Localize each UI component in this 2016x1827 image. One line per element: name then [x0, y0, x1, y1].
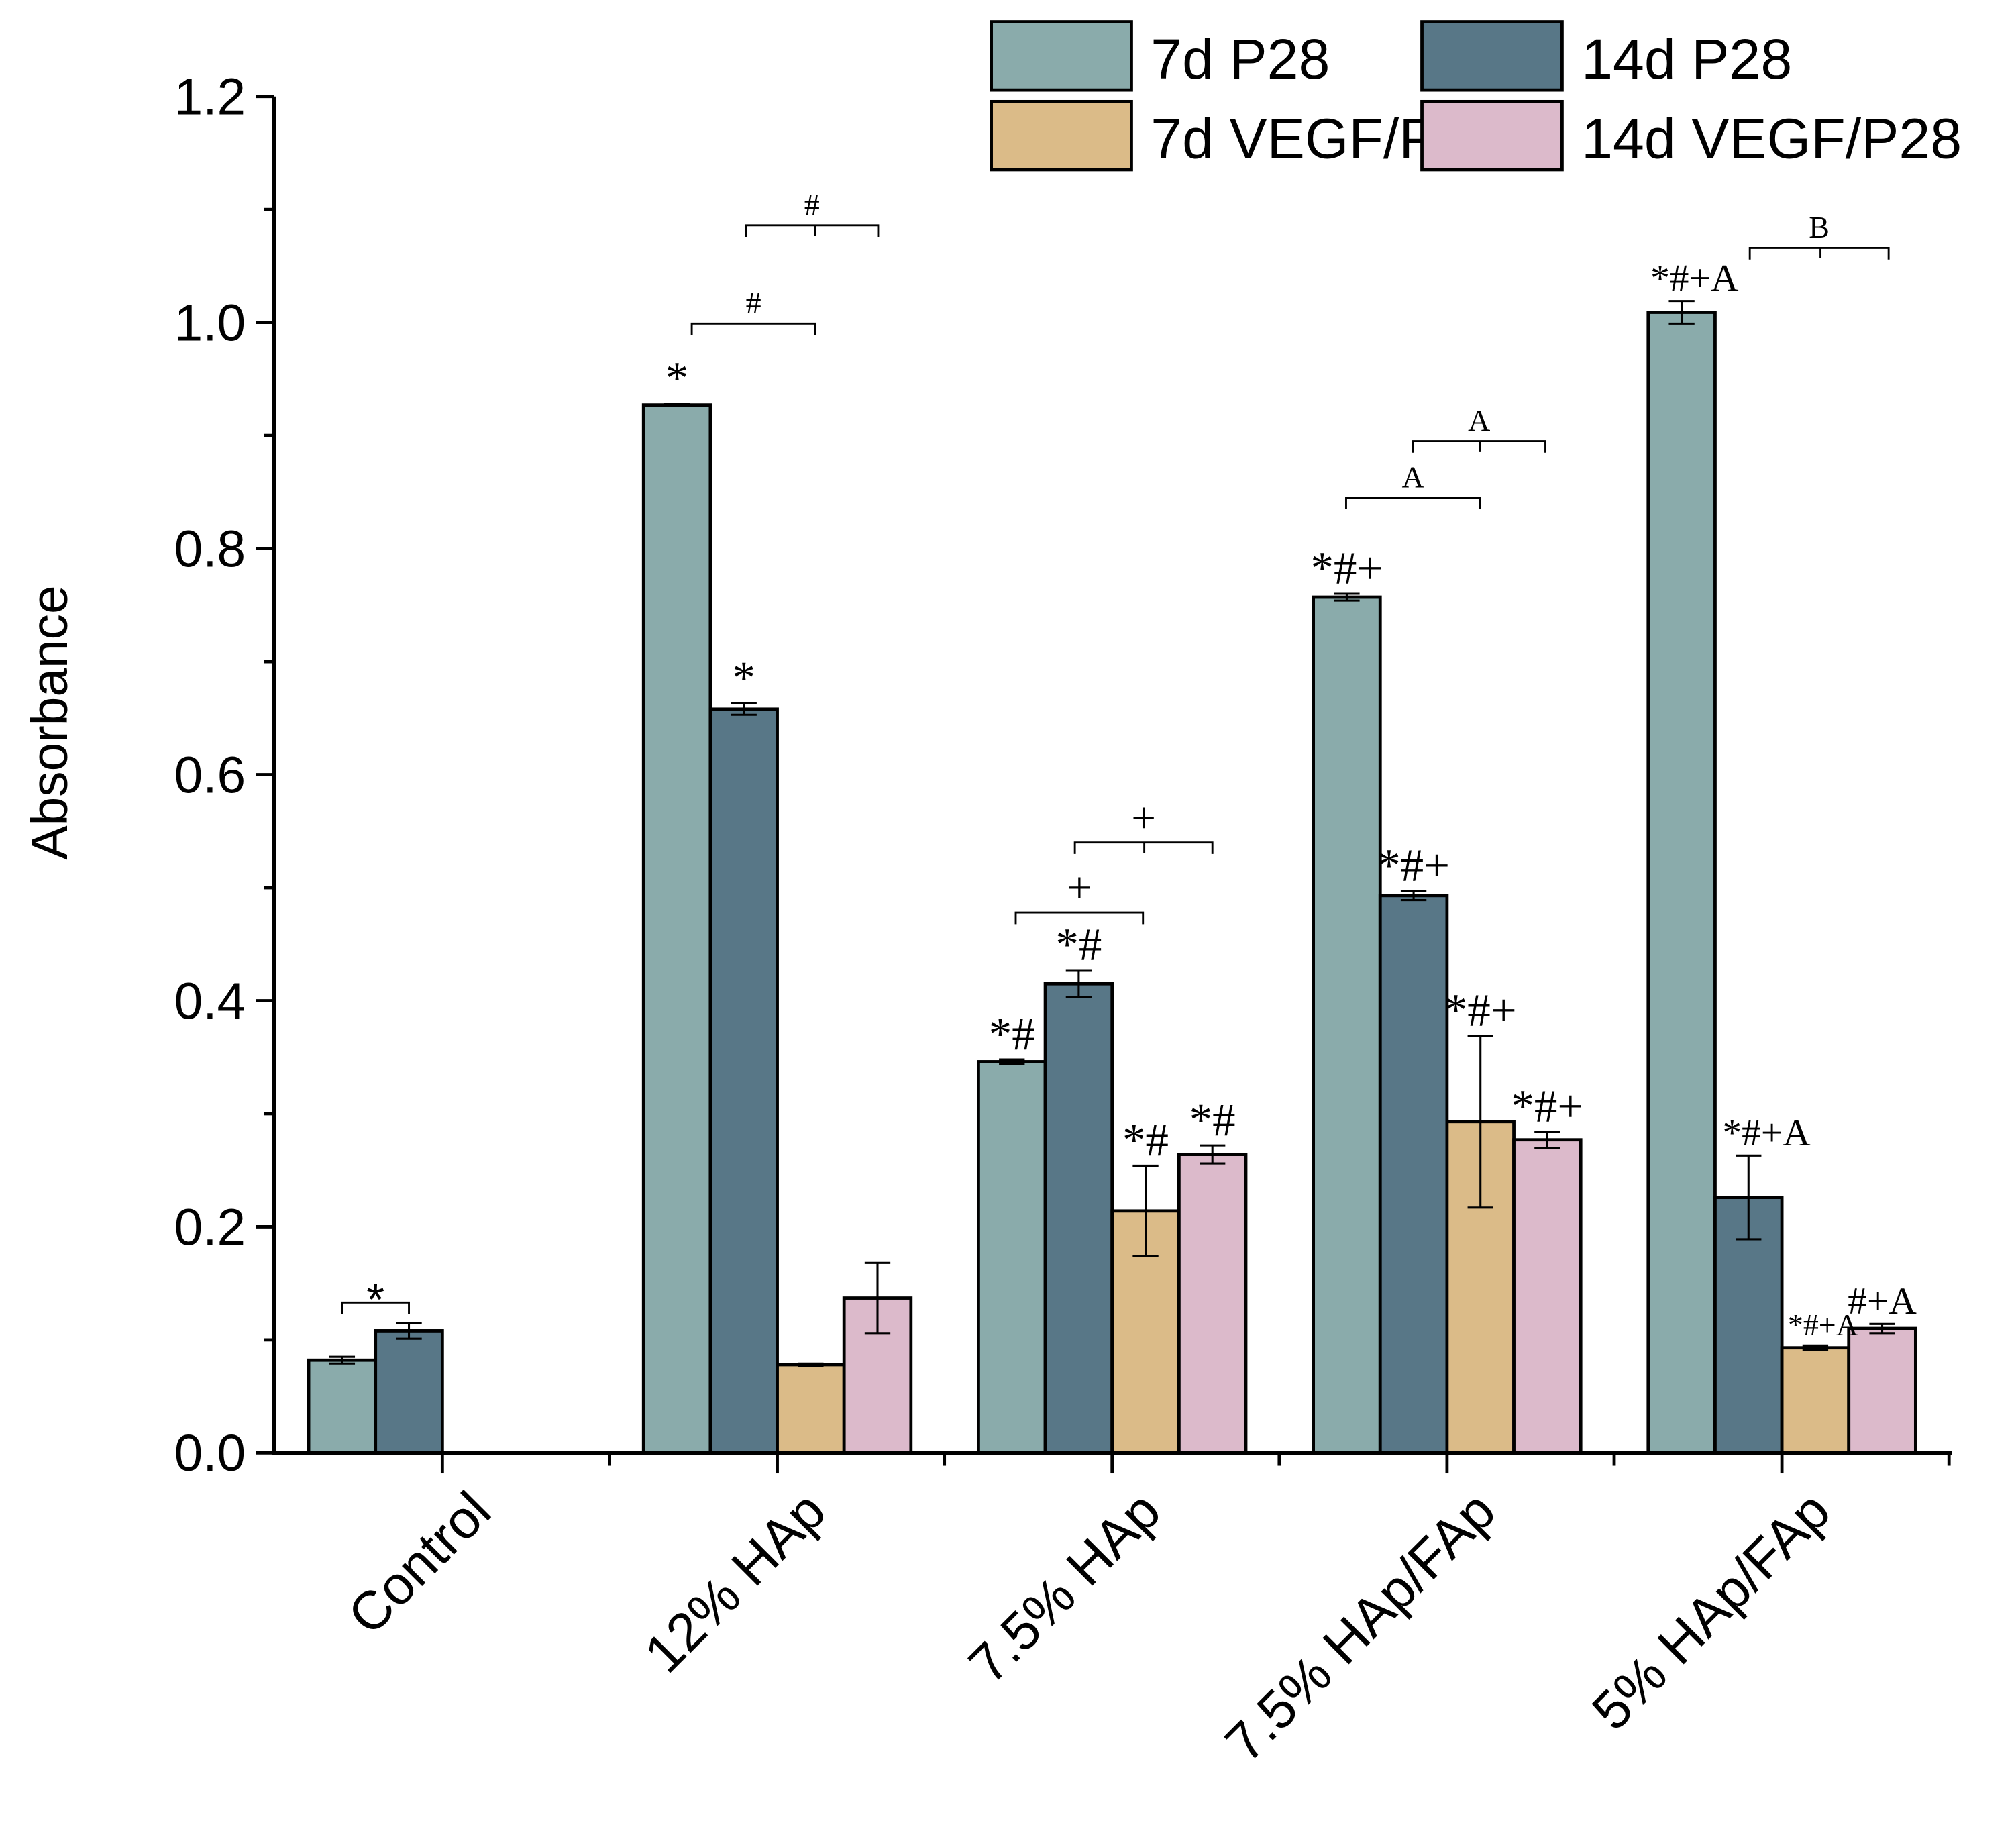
- significance-label: *#+: [1310, 543, 1383, 594]
- bracket-label: A: [1468, 403, 1490, 437]
- bar: [1646, 311, 1717, 1455]
- significance-label: *#: [1122, 1114, 1169, 1165]
- bar: [307, 1358, 378, 1455]
- error-bar: [1467, 1035, 1493, 1209]
- error-bar: [1200, 1144, 1226, 1165]
- x-tick-label: 5% HAp/FAp: [1581, 1480, 1842, 1741]
- legend-swatch: [1420, 20, 1564, 92]
- significance-label: *#+: [1511, 1081, 1583, 1132]
- y-tick-label: 0.0: [174, 1425, 246, 1482]
- y-tick-label: 0.6: [174, 747, 246, 804]
- error-bar: [1534, 1131, 1560, 1149]
- y-tick-label: 0.2: [174, 1199, 246, 1256]
- significance-label: *#: [989, 1008, 1035, 1059]
- error-bar: [329, 1355, 356, 1365]
- error-bar: [664, 403, 690, 407]
- significance-label: #+A: [1848, 1280, 1917, 1322]
- bracket-label: +: [1067, 864, 1092, 912]
- bar: [1043, 982, 1114, 1455]
- bar: [1512, 1138, 1583, 1455]
- bar: [1847, 1326, 1917, 1455]
- x-tick-label: 7.5% HAp: [957, 1480, 1172, 1695]
- significance-label: *#+A: [1788, 1308, 1858, 1342]
- y-tick-label: 1.2: [174, 69, 246, 126]
- error-bar: [731, 702, 757, 716]
- error-bar: [1668, 300, 1695, 325]
- error-bar: [864, 1261, 891, 1335]
- bar: [1312, 595, 1382, 1455]
- error-bar: [1802, 1344, 1829, 1351]
- bracket-label: +: [1131, 794, 1156, 842]
- annotations-layer: **#*#+*#+A**#*#+*#+A*#*#+*#+A*# *#+#+A*##…: [341, 187, 1917, 1342]
- x-tick-label: 12% HAp: [633, 1480, 837, 1684]
- legend-label: 14d VEGF/P28: [1581, 107, 1962, 170]
- bars-layer: [307, 300, 1917, 1455]
- significance-label: *#+: [1444, 984, 1517, 1035]
- y-tick-label: 1.0: [174, 295, 246, 352]
- bracket-label: B: [1809, 210, 1829, 244]
- error-bar: [396, 1322, 422, 1340]
- significance-label: *#: [1189, 1094, 1236, 1145]
- legend-swatch: [990, 99, 1133, 172]
- bar: [641, 403, 712, 1455]
- significance-bracket: [690, 322, 816, 335]
- significance-label: *: [666, 353, 688, 404]
- x-tick-label: 7.5% HAp/FAp: [1214, 1480, 1507, 1773]
- significance-label: *#+A: [1722, 1112, 1811, 1154]
- bar: [1378, 894, 1449, 1455]
- legend-label: 14d P28: [1581, 28, 1792, 91]
- bar: [708, 707, 779, 1455]
- error-bar: [999, 1058, 1025, 1065]
- significance-bracket: [745, 224, 880, 238]
- significance-label: *#: [1055, 919, 1102, 970]
- error-bar: [1334, 592, 1360, 602]
- significance-label: *: [732, 652, 755, 703]
- y-axis-label: Absorbance: [21, 585, 78, 859]
- error-bar: [798, 1362, 824, 1367]
- significance-label: *#+: [1377, 840, 1450, 891]
- bar: [1177, 1153, 1248, 1455]
- bar: [1780, 1346, 1851, 1455]
- legend-swatch: [1420, 99, 1564, 172]
- significance-label: *#+A: [1650, 257, 1739, 299]
- significance-bracket: [341, 1301, 410, 1314]
- bracket-label: *: [366, 1273, 384, 1325]
- error-bar: [1065, 969, 1092, 998]
- significance-bracket: [1345, 497, 1481, 510]
- bar: [977, 1060, 1047, 1455]
- error-bar: [1400, 890, 1427, 902]
- error-bar: [1132, 1164, 1159, 1257]
- bracket-label: A: [1402, 460, 1424, 494]
- legend-label: 7d P28: [1151, 28, 1330, 91]
- bracket-label: #: [746, 286, 761, 320]
- axis-lines: [272, 96, 1952, 1455]
- x-tick-label: Control: [337, 1480, 502, 1646]
- bar: [776, 1363, 846, 1455]
- bar: [374, 1329, 444, 1455]
- bracket-label: #: [804, 187, 820, 221]
- error-bar: [1736, 1154, 1762, 1241]
- legend-swatch: [990, 20, 1133, 92]
- error-bar: [1869, 1322, 1895, 1335]
- y-tick-label: 0.8: [174, 521, 246, 578]
- significance-bracket: [1073, 841, 1214, 854]
- y-tick-label: 0.4: [174, 973, 246, 1030]
- significance-bracket: [1412, 440, 1546, 453]
- significance-bracket: [1748, 247, 1890, 260]
- significance-bracket: [1014, 911, 1145, 925]
